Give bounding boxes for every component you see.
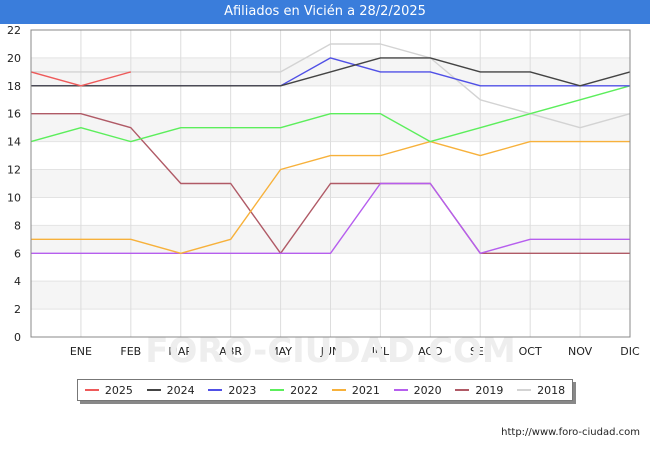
legend-item-2021: 2021: [331, 383, 380, 397]
legend-label: 2018: [537, 383, 566, 397]
y-tick-label: 12: [7, 164, 21, 177]
x-tick-label: MAY: [269, 345, 292, 358]
x-tick-label: SEP: [470, 345, 491, 358]
legend-item-2024: 2024: [146, 383, 195, 397]
plot-border: [30, 29, 631, 338]
legend-swatch: [331, 389, 346, 391]
series-line-2022: [30, 85, 631, 143]
legend-label: 2020: [413, 383, 442, 397]
watermark: FORO-CIUDAD.COM: [145, 331, 516, 364]
legend-swatch: [270, 389, 285, 391]
series-line-2019: [31, 112, 630, 255]
legend-item-2023: 2023: [208, 384, 256, 397]
legend-swatch: [393, 389, 408, 391]
y-tick-label: 22: [7, 24, 21, 37]
y-tick-label: 4: [14, 275, 21, 288]
x-tick-label: AGO: [418, 345, 443, 358]
legend-label: 2019: [475, 383, 504, 397]
legend-swatch: [455, 389, 470, 391]
legend-label: 2025: [104, 383, 133, 397]
y-tick-label: 10: [7, 191, 21, 204]
y-tick-label: 6: [14, 247, 21, 260]
legend-label: 2021: [351, 383, 380, 397]
series-line-2025: [30, 71, 131, 87]
legend-label: 2024: [166, 383, 195, 397]
x-tick-label: DIC: [620, 345, 640, 358]
legend: 2025 2024 2023 2022 2021 2020 2019 2018: [77, 379, 573, 401]
chart-title: Afiliados en Vicién a 28/2/2025: [0, 0, 650, 24]
legend-item-2022: 2022: [270, 384, 318, 397]
legend-item-2018: 2018: [517, 384, 565, 397]
legend-swatch: [146, 389, 161, 391]
legend-item-2025: 2025: [84, 383, 133, 397]
x-tick-label: NOV: [568, 345, 593, 358]
x-tick-label: JUL: [371, 345, 390, 358]
y-tick-label: 14: [7, 136, 21, 149]
legend-swatch: [517, 389, 532, 391]
y-tick-label: 18: [7, 80, 21, 93]
legend-label: 2022: [290, 383, 319, 397]
x-tick-label: FEB: [120, 345, 141, 358]
legend-label: 2023: [228, 383, 257, 397]
x-tick-label: ENE: [70, 345, 92, 358]
y-tick-label: 20: [7, 52, 21, 65]
x-tick-label: ABR: [219, 345, 242, 358]
series-line-2021: [31, 140, 630, 255]
y-tick-label: 2: [14, 303, 21, 316]
series-line-2024: [31, 57, 631, 87]
legend-swatch: [84, 389, 99, 391]
y-tick-label: 8: [14, 219, 21, 232]
y-tick-label: 0: [14, 331, 21, 344]
series-line-2020: [31, 182, 630, 255]
line-chart: 0 2 4 6 8 10 12 14 16 18 20 22 ENE FEB MAR ABR MAY JUN JUL…: [7, 24, 640, 364]
x-tick-label: MAR: [168, 345, 193, 358]
legend-item-2019: 2019: [455, 384, 503, 397]
x-tick-label: OCT: [519, 345, 542, 358]
legend-swatch: [208, 389, 223, 391]
y-tick-label: 16: [7, 108, 21, 121]
x-tick-label: JUN: [320, 345, 341, 358]
legend-item-2020: 2020: [393, 383, 442, 397]
source-url: http://www.foro-ciudad.com: [501, 427, 640, 438]
